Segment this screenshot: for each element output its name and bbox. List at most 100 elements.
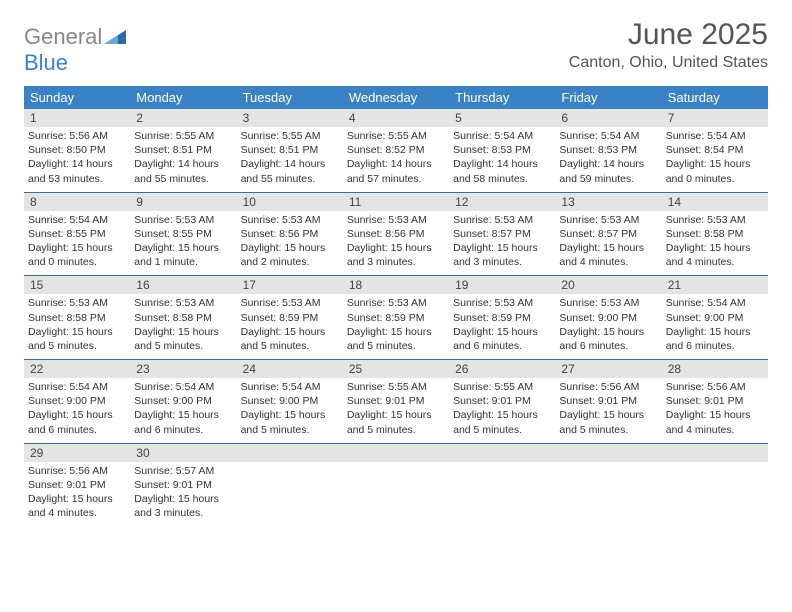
calendar: SundayMondayTuesdayWednesdayThursdayFrid… bbox=[24, 86, 768, 526]
day-cell: 5Sunrise: 5:54 AMSunset: 8:53 PMDaylight… bbox=[449, 109, 555, 192]
day-cell bbox=[343, 444, 449, 527]
day-line: Sunrise: 5:56 AM bbox=[28, 464, 126, 478]
logo-text-blue: Blue bbox=[24, 50, 68, 75]
day-line: Daylight: 15 hours bbox=[347, 408, 445, 422]
day-cell bbox=[555, 444, 661, 527]
day-line: and 3 minutes. bbox=[453, 255, 551, 269]
day-cell: 24Sunrise: 5:54 AMSunset: 9:00 PMDayligh… bbox=[237, 360, 343, 443]
day-line: Daylight: 15 hours bbox=[453, 241, 551, 255]
day-content: Sunrise: 5:56 AMSunset: 8:50 PMDaylight:… bbox=[24, 127, 130, 186]
day-line: and 55 minutes. bbox=[241, 172, 339, 186]
day-line: Sunrise: 5:54 AM bbox=[666, 129, 764, 143]
day-line: and 4 minutes. bbox=[28, 506, 126, 520]
day-number: 8 bbox=[24, 193, 130, 211]
day-line: Sunset: 8:53 PM bbox=[559, 143, 657, 157]
day-line: Daylight: 14 hours bbox=[453, 157, 551, 171]
day-cell: 27Sunrise: 5:56 AMSunset: 9:01 PMDayligh… bbox=[555, 360, 661, 443]
day-of-week-header: Tuesday bbox=[237, 86, 343, 109]
day-cell: 7Sunrise: 5:54 AMSunset: 8:54 PMDaylight… bbox=[662, 109, 768, 192]
day-line: and 0 minutes. bbox=[666, 172, 764, 186]
day-cell: 15Sunrise: 5:53 AMSunset: 8:58 PMDayligh… bbox=[24, 276, 130, 359]
day-cell: 2Sunrise: 5:55 AMSunset: 8:51 PMDaylight… bbox=[130, 109, 236, 192]
day-line: and 53 minutes. bbox=[28, 172, 126, 186]
day-cell bbox=[237, 444, 343, 527]
day-line: Daylight: 15 hours bbox=[666, 157, 764, 171]
day-line: Sunset: 9:00 PM bbox=[241, 394, 339, 408]
day-line: Sunrise: 5:53 AM bbox=[28, 296, 126, 310]
day-content: Sunrise: 5:53 AMSunset: 8:57 PMDaylight:… bbox=[555, 211, 661, 270]
day-line: Sunrise: 5:57 AM bbox=[134, 464, 232, 478]
day-number bbox=[449, 444, 555, 462]
day-cell: 23Sunrise: 5:54 AMSunset: 9:00 PMDayligh… bbox=[130, 360, 236, 443]
day-number: 1 bbox=[24, 109, 130, 127]
day-line: Sunrise: 5:55 AM bbox=[241, 129, 339, 143]
title-block: June 2025 Canton, Ohio, United States bbox=[569, 18, 768, 72]
day-content: Sunrise: 5:53 AMSunset: 8:56 PMDaylight:… bbox=[343, 211, 449, 270]
day-number: 27 bbox=[555, 360, 661, 378]
day-line: Sunrise: 5:53 AM bbox=[134, 213, 232, 227]
day-of-week-header: Monday bbox=[130, 86, 236, 109]
day-line: Sunset: 8:58 PM bbox=[134, 311, 232, 325]
day-cell: 13Sunrise: 5:53 AMSunset: 8:57 PMDayligh… bbox=[555, 193, 661, 276]
week-row: 29Sunrise: 5:56 AMSunset: 9:01 PMDayligh… bbox=[24, 444, 768, 527]
day-number: 6 bbox=[555, 109, 661, 127]
day-line: Daylight: 15 hours bbox=[241, 408, 339, 422]
day-line: and 59 minutes. bbox=[559, 172, 657, 186]
day-line: Sunrise: 5:53 AM bbox=[453, 213, 551, 227]
day-line: Sunrise: 5:55 AM bbox=[134, 129, 232, 143]
day-line: Daylight: 15 hours bbox=[666, 325, 764, 339]
day-content: Sunrise: 5:56 AMSunset: 9:01 PMDaylight:… bbox=[555, 378, 661, 437]
day-line: Sunrise: 5:54 AM bbox=[453, 129, 551, 143]
day-line: Daylight: 15 hours bbox=[559, 241, 657, 255]
month-title: June 2025 bbox=[569, 18, 768, 52]
day-line: and 5 minutes. bbox=[347, 339, 445, 353]
day-cell: 30Sunrise: 5:57 AMSunset: 9:01 PMDayligh… bbox=[130, 444, 236, 527]
day-number: 7 bbox=[662, 109, 768, 127]
day-line: Daylight: 15 hours bbox=[134, 492, 232, 506]
day-line: Daylight: 15 hours bbox=[134, 241, 232, 255]
day-number: 22 bbox=[24, 360, 130, 378]
day-number: 18 bbox=[343, 276, 449, 294]
day-number: 21 bbox=[662, 276, 768, 294]
day-number: 24 bbox=[237, 360, 343, 378]
day-cell: 19Sunrise: 5:53 AMSunset: 8:59 PMDayligh… bbox=[449, 276, 555, 359]
day-line: and 6 minutes. bbox=[28, 423, 126, 437]
day-line: Daylight: 15 hours bbox=[347, 325, 445, 339]
day-line: Sunset: 8:51 PM bbox=[134, 143, 232, 157]
day-number: 29 bbox=[24, 444, 130, 462]
day-line: Sunrise: 5:54 AM bbox=[28, 213, 126, 227]
day-line: and 6 minutes. bbox=[453, 339, 551, 353]
location-text: Canton, Ohio, United States bbox=[569, 54, 768, 72]
day-line: and 5 minutes. bbox=[241, 339, 339, 353]
day-line: Sunset: 9:01 PM bbox=[559, 394, 657, 408]
day-line: Sunset: 8:56 PM bbox=[347, 227, 445, 241]
day-line: Daylight: 15 hours bbox=[559, 408, 657, 422]
day-number: 2 bbox=[130, 109, 236, 127]
day-line: Sunset: 8:59 PM bbox=[241, 311, 339, 325]
day-cell: 1Sunrise: 5:56 AMSunset: 8:50 PMDaylight… bbox=[24, 109, 130, 192]
day-content: Sunrise: 5:55 AMSunset: 8:51 PMDaylight:… bbox=[237, 127, 343, 186]
day-of-week-header: Wednesday bbox=[343, 86, 449, 109]
day-content: Sunrise: 5:53 AMSunset: 8:56 PMDaylight:… bbox=[237, 211, 343, 270]
day-content: Sunrise: 5:57 AMSunset: 9:01 PMDaylight:… bbox=[130, 462, 236, 521]
day-line: and 55 minutes. bbox=[134, 172, 232, 186]
day-line: and 6 minutes. bbox=[666, 339, 764, 353]
day-line: Sunset: 8:53 PM bbox=[453, 143, 551, 157]
day-content: Sunrise: 5:55 AMSunset: 8:51 PMDaylight:… bbox=[130, 127, 236, 186]
day-line: and 5 minutes. bbox=[134, 339, 232, 353]
day-line: Sunset: 9:01 PM bbox=[453, 394, 551, 408]
day-line: Sunset: 8:52 PM bbox=[347, 143, 445, 157]
day-content: Sunrise: 5:54 AMSunset: 9:00 PMDaylight:… bbox=[237, 378, 343, 437]
day-cell: 25Sunrise: 5:55 AMSunset: 9:01 PMDayligh… bbox=[343, 360, 449, 443]
day-line: Sunrise: 5:53 AM bbox=[347, 213, 445, 227]
day-cell: 17Sunrise: 5:53 AMSunset: 8:59 PMDayligh… bbox=[237, 276, 343, 359]
day-line: Sunrise: 5:53 AM bbox=[666, 213, 764, 227]
day-line: Sunset: 8:50 PM bbox=[28, 143, 126, 157]
day-line: Sunrise: 5:53 AM bbox=[241, 213, 339, 227]
day-of-week-header: Sunday bbox=[24, 86, 130, 109]
day-content: Sunrise: 5:53 AMSunset: 8:59 PMDaylight:… bbox=[237, 294, 343, 353]
day-cell: 12Sunrise: 5:53 AMSunset: 8:57 PMDayligh… bbox=[449, 193, 555, 276]
day-line: Sunset: 9:01 PM bbox=[347, 394, 445, 408]
day-number: 12 bbox=[449, 193, 555, 211]
day-line: Sunrise: 5:55 AM bbox=[347, 380, 445, 394]
